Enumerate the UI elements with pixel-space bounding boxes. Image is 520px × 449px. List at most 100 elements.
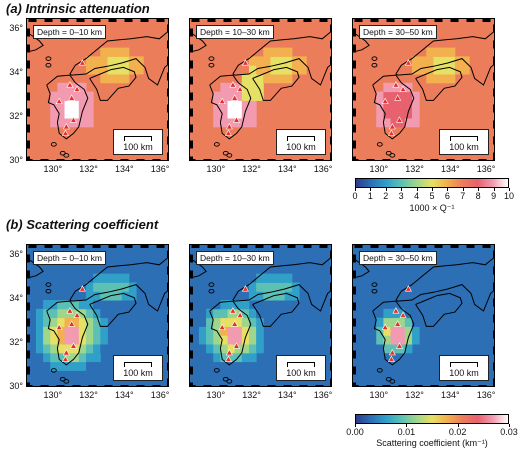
longitude-label: 130° — [206, 164, 226, 174]
section-title-scattering: (b) Scattering coefficient — [6, 217, 159, 232]
raster-cell — [85, 308, 94, 319]
longitude-label: 134° — [278, 164, 297, 174]
raster-cell — [93, 65, 101, 75]
latitude-label: 30° — [9, 155, 23, 165]
map-panel: Depth = 0–10 km 100 km — [26, 244, 169, 387]
raster-cell — [50, 91, 58, 101]
depth-label: Depth = 10–30 km — [196, 251, 274, 265]
raster-cell — [404, 308, 413, 319]
raster-cell — [411, 109, 420, 119]
raster-cell — [376, 344, 384, 354]
raster-cell — [440, 47, 449, 57]
colorbar-tick: 3 — [389, 188, 413, 201]
raster-cell — [35, 344, 44, 354]
raster-cell — [71, 109, 80, 119]
raster-cell — [440, 74, 449, 84]
raster-cell — [376, 109, 384, 119]
scale-bar: 100 km — [113, 355, 163, 381]
raster-cell — [128, 282, 137, 292]
raster-cell — [43, 352, 51, 363]
longitude-label: 136° — [476, 164, 496, 174]
raster-cell — [35, 352, 44, 363]
longitude-label: 132° — [405, 164, 424, 174]
raster-cell — [426, 47, 434, 57]
colorbar-scattering-label: Scattering coefficient (km⁻¹) — [376, 438, 488, 448]
raster-cell — [220, 308, 229, 319]
raster-cell — [64, 291, 73, 301]
raster-cell — [50, 352, 58, 363]
longitude-label: 136° — [150, 390, 170, 400]
raster-cell — [248, 335, 257, 345]
raster-cell — [277, 65, 286, 75]
latitude-label: 36° — [9, 249, 23, 259]
colorbar-tick: 10 — [497, 188, 520, 201]
colorbar-intrinsic — [355, 178, 509, 188]
raster-cell — [256, 326, 264, 336]
raster-cell — [227, 100, 236, 110]
raster-cell — [100, 335, 108, 345]
raster-cell — [78, 300, 87, 310]
raster-cell — [114, 47, 123, 57]
raster-cell — [397, 326, 406, 336]
longitude-label: 134° — [115, 164, 134, 174]
longitude-label: 134° — [441, 164, 460, 174]
longitude-label: 136° — [150, 164, 170, 174]
raster-cell — [419, 65, 427, 75]
colorbar-tick: 6 — [435, 188, 459, 201]
raster-cell — [121, 47, 130, 57]
raster-cell — [383, 344, 392, 354]
raster-cell — [100, 317, 108, 327]
raster-cell — [100, 74, 108, 84]
depth-label: Depth = 0–10 km — [33, 251, 106, 265]
raster-cell — [390, 109, 399, 119]
raster-cell — [234, 109, 243, 119]
scale-bar: 100 km — [276, 355, 326, 381]
raster-cell — [100, 273, 108, 283]
raster-cell — [383, 82, 392, 93]
raster-cell — [411, 326, 420, 336]
raster-cell — [64, 335, 73, 345]
raster-cell — [227, 109, 236, 119]
raster-cell — [241, 352, 250, 363]
raster-cell — [206, 344, 214, 354]
raster-cell — [376, 91, 384, 101]
raster-cell — [213, 118, 221, 128]
raster-cell — [100, 326, 108, 336]
colorbar-scattering-ticks: 0.00 0.01 0.02 0.03 — [346, 424, 518, 439]
raster-cell — [277, 74, 286, 84]
raster-cell — [270, 74, 279, 84]
raster-cell — [277, 47, 286, 57]
raster-cell — [35, 335, 44, 345]
raster-cell — [383, 308, 392, 319]
longitude-label: 132° — [79, 164, 98, 174]
raster-cell — [107, 47, 116, 57]
depth-label: Depth = 0–10 km — [33, 25, 106, 39]
raster-cell — [57, 344, 66, 354]
raster-cell — [93, 352, 101, 363]
colorbar-tick: 0 — [343, 188, 367, 201]
raster-cell — [397, 109, 406, 119]
raster-cell — [78, 308, 87, 319]
raster-cell — [198, 335, 207, 345]
raster-cell — [35, 308, 44, 319]
raster-cell — [100, 282, 108, 292]
colorbar-tick: 2 — [374, 188, 398, 201]
colorbar-intrinsic-label: 1000 × Q⁻¹ — [409, 203, 455, 213]
raster-cell — [248, 100, 257, 110]
raster-cell — [291, 56, 300, 66]
raster-cell — [256, 291, 264, 301]
longitude-label: 132° — [79, 390, 98, 400]
raster-cell — [248, 118, 257, 128]
raster-cell — [43, 344, 51, 354]
raster-cell — [433, 47, 442, 57]
scale-bar-label: 100 km — [123, 142, 153, 152]
raster-cell — [43, 300, 51, 310]
latitude-label: 32° — [9, 337, 23, 347]
raster-cell — [263, 273, 271, 283]
raster-cell — [426, 74, 434, 84]
scale-bar-line — [287, 362, 315, 367]
raster-cell — [234, 326, 243, 336]
colorbar-tick: 0.03 — [497, 424, 520, 437]
scale-bar-line — [450, 362, 478, 367]
scale-bar-line — [124, 362, 152, 367]
